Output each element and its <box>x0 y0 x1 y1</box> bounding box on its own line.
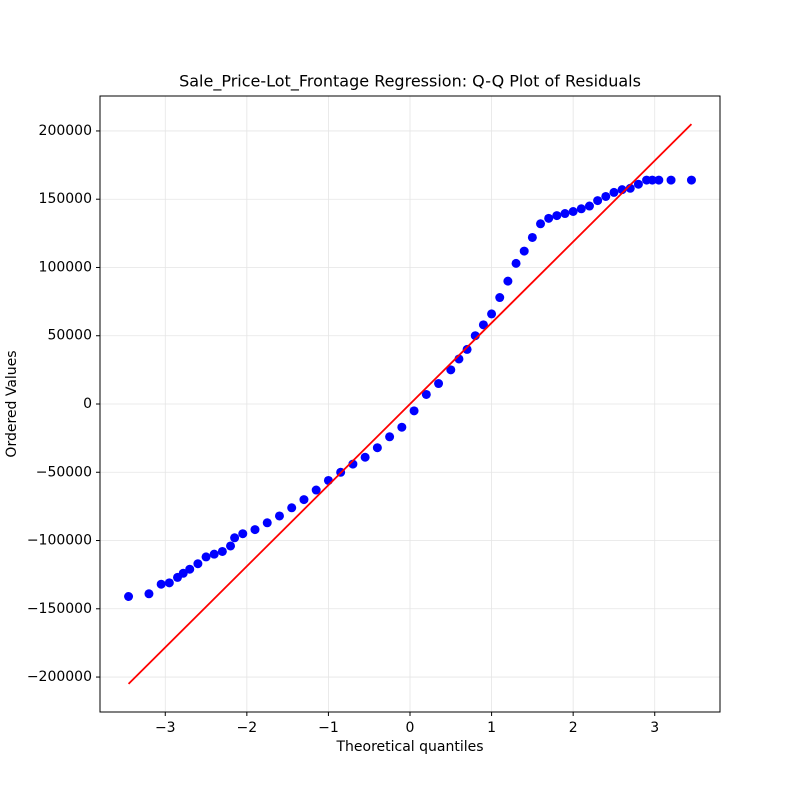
point <box>576 204 586 214</box>
point <box>124 592 134 601</box>
point <box>201 552 211 562</box>
point <box>536 219 546 229</box>
y-tick-label: 100000 <box>39 259 92 275</box>
point <box>238 529 248 539</box>
x-tick-label: −3 <box>155 720 176 736</box>
x-tick-label: 1 <box>487 720 496 736</box>
y-tick-label: −200000 <box>27 669 92 685</box>
x-tick-label: 3 <box>650 720 659 736</box>
y-tick-label: 0 <box>83 396 92 412</box>
y-tick-label: −150000 <box>27 601 92 617</box>
point <box>409 406 419 416</box>
point <box>686 175 696 185</box>
point <box>601 191 611 201</box>
point <box>434 379 444 389</box>
point <box>446 365 456 375</box>
chart-title: Sale_Price-Lot_Frontage Regression: Q-Q … <box>179 72 641 92</box>
point <box>462 344 472 354</box>
point <box>156 579 166 589</box>
point <box>226 541 236 551</box>
point <box>593 196 603 206</box>
plot-frame <box>99 95 721 713</box>
x-tick-label: −1 <box>318 720 339 736</box>
point <box>568 207 578 216</box>
point <box>185 564 195 574</box>
y-tick-label: 150000 <box>39 191 92 207</box>
point <box>478 320 488 330</box>
y-tick-label: 50000 <box>47 328 92 344</box>
point <box>647 175 657 185</box>
y-tick-label: 200000 <box>39 123 92 139</box>
point <box>164 578 174 588</box>
point <box>360 452 370 462</box>
point <box>527 232 537 242</box>
point <box>519 246 529 256</box>
y-tick-label: −50000 <box>36 464 92 480</box>
point <box>230 533 240 543</box>
point <box>495 293 505 303</box>
point <box>560 209 570 219</box>
point <box>397 422 407 432</box>
point <box>287 503 297 513</box>
point <box>250 525 260 535</box>
point <box>144 589 154 599</box>
point <box>654 175 664 185</box>
x-axis-label: Theoretical quantiles <box>335 739 483 755</box>
point <box>209 549 219 559</box>
point <box>511 258 521 268</box>
point <box>421 389 431 399</box>
point <box>503 276 513 286</box>
point <box>487 309 497 319</box>
point <box>323 475 333 485</box>
point <box>262 518 272 528</box>
point <box>178 568 188 578</box>
point <box>385 432 395 442</box>
point <box>666 175 676 185</box>
fit-line <box>127 123 693 685</box>
point <box>633 179 643 189</box>
point <box>311 485 321 495</box>
x-tick-label: 2 <box>569 720 578 736</box>
point <box>217 546 227 556</box>
point <box>372 443 382 453</box>
point <box>544 213 554 223</box>
point <box>552 211 562 221</box>
point <box>274 511 284 521</box>
x-tick-label: 0 <box>406 720 415 736</box>
point <box>193 559 203 569</box>
point <box>299 495 309 505</box>
y-axis-label: Ordered Values <box>4 350 20 457</box>
x-tick-label: −2 <box>237 720 258 736</box>
point <box>609 187 619 197</box>
point <box>584 201 594 211</box>
y-tick-label: −100000 <box>27 533 92 549</box>
